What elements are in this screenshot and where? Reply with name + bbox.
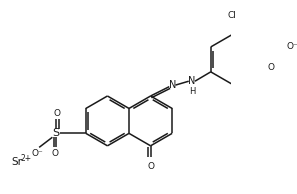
Text: N: N (169, 80, 176, 90)
Text: Cl: Cl (228, 11, 237, 21)
Text: O: O (147, 162, 154, 171)
Text: 2+: 2+ (20, 154, 31, 163)
Text: O: O (52, 149, 59, 158)
Text: O⁻: O⁻ (32, 149, 43, 158)
Text: H: H (189, 87, 196, 96)
Text: Sr: Sr (11, 157, 22, 167)
Text: O: O (268, 62, 274, 72)
Text: N: N (188, 76, 195, 86)
Text: O⁻: O⁻ (287, 42, 297, 51)
Text: O: O (54, 109, 61, 118)
Text: S: S (53, 128, 60, 138)
